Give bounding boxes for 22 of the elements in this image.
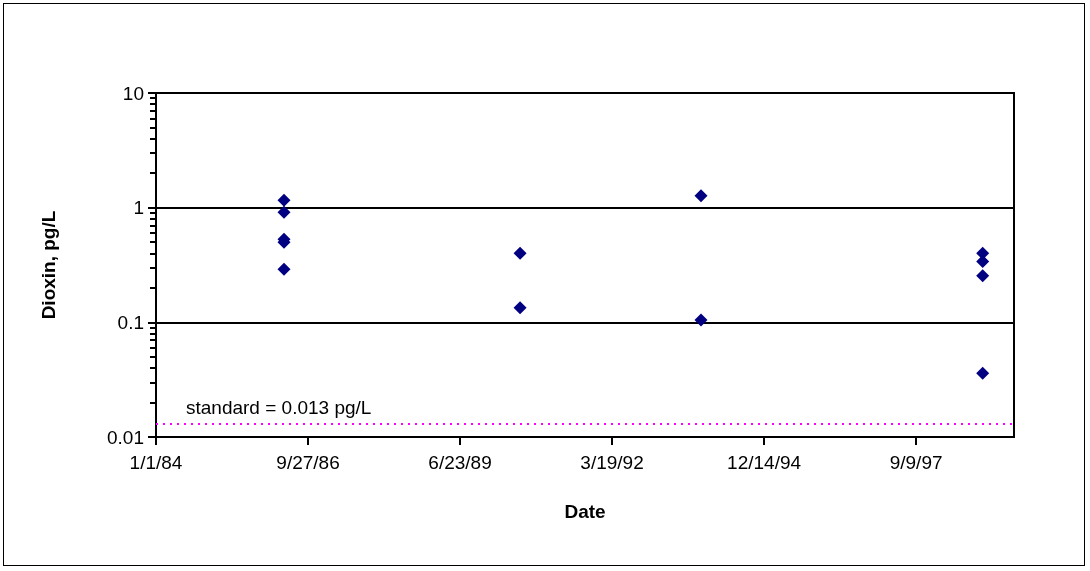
point bbox=[277, 193, 291, 207]
point bbox=[513, 246, 527, 260]
point bbox=[513, 301, 527, 315]
x-tick-label: 9/27/86 bbox=[276, 452, 340, 473]
point bbox=[277, 205, 291, 219]
point bbox=[976, 269, 990, 283]
point bbox=[694, 189, 708, 203]
x-axis-title: Date bbox=[564, 501, 606, 522]
ref-line-label: standard = 0.013 pg/L bbox=[186, 397, 372, 419]
y-tick-label: 0.01 bbox=[107, 426, 144, 448]
x-tick-label: 9/9/97 bbox=[889, 452, 943, 473]
y-tick-label: 1 bbox=[133, 197, 144, 219]
y-tick-label: 10 bbox=[122, 82, 144, 104]
point bbox=[976, 366, 990, 380]
x-tick-label: 1/1/84 bbox=[129, 452, 183, 473]
y-axis-title: Dioxin, pg/L bbox=[38, 210, 59, 320]
point bbox=[277, 262, 291, 276]
y-tick-label: 0.1 bbox=[117, 311, 144, 333]
x-tick-label: 12/14/94 bbox=[727, 452, 802, 473]
x-tick-label: 3/19/92 bbox=[580, 452, 644, 473]
point bbox=[694, 313, 708, 327]
x-tick-label: 6/23/89 bbox=[428, 452, 492, 473]
